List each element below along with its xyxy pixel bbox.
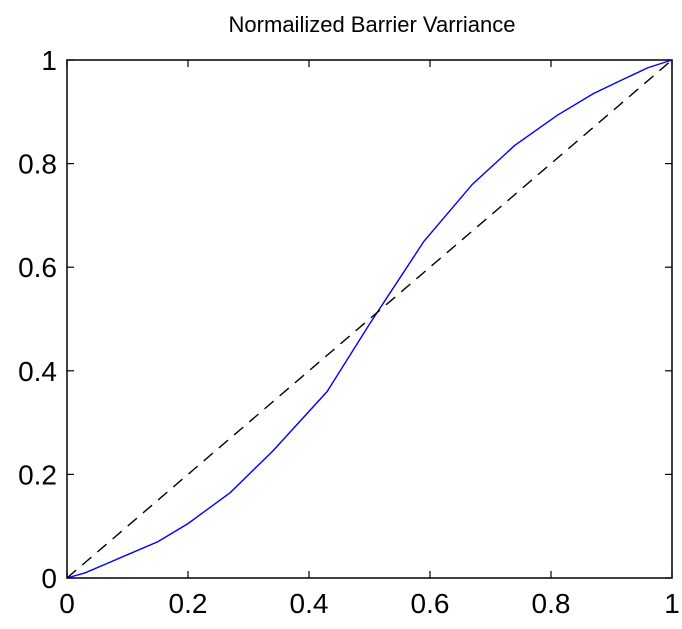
x-tick-label: 0.2 bbox=[169, 588, 208, 619]
solid-series-line bbox=[66, 59, 673, 579]
series-lines bbox=[66, 59, 673, 579]
x-tick-label: 0.4 bbox=[290, 588, 329, 619]
tick-labels: 0 0.2 0.4 0.6 0.8 1 0 0.2 0.4 0.6 0.8 1 bbox=[18, 45, 680, 619]
y-tick-label: 1 bbox=[41, 45, 57, 76]
y-tick-label: 0.4 bbox=[18, 356, 57, 387]
x-tick-label: 0 bbox=[59, 588, 75, 619]
dashed-reference-line bbox=[66, 59, 673, 579]
x-tick-label: 0.8 bbox=[532, 588, 571, 619]
x-tick-label: 1 bbox=[664, 588, 680, 619]
chart-title: Normailized Barrier Varriance bbox=[229, 12, 516, 37]
y-tick-label: 0.2 bbox=[18, 459, 57, 490]
plot-area-frame bbox=[66, 59, 673, 579]
y-tick-label: 0 bbox=[41, 563, 57, 594]
axis-ticks bbox=[66, 59, 673, 579]
x-tick-label: 0.6 bbox=[411, 588, 450, 619]
y-tick-label: 0.6 bbox=[18, 252, 57, 283]
y-tick-label: 0.8 bbox=[18, 149, 57, 180]
